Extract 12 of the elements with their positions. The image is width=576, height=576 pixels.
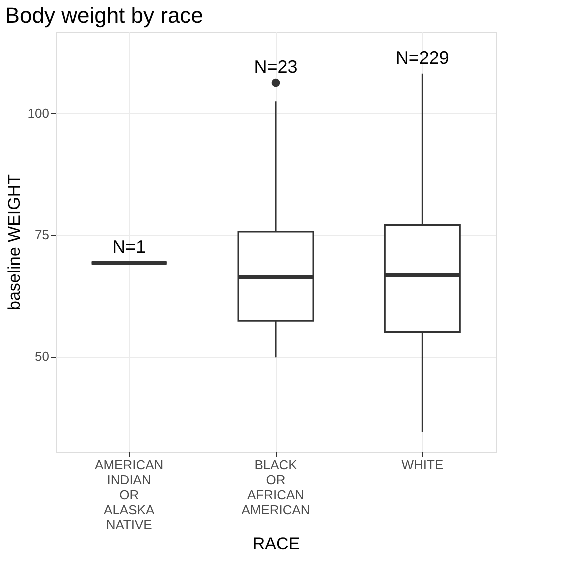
- annotation: N=229: [396, 48, 450, 68]
- x-tick-label: WHITE: [402, 458, 444, 472]
- y-axis-title: baseline WEIGHT: [4, 174, 24, 311]
- x-tick-label: AMERICAN INDIAN OR ALASKA NATIVE: [95, 458, 164, 532]
- y-tick-label: 75: [35, 227, 50, 242]
- y-tick-label: 100: [28, 106, 50, 121]
- x-axis-title: RACE: [252, 534, 300, 554]
- y-tick-label: 50: [35, 349, 50, 364]
- x-tick-label: BLACK OR AFRICAN AMERICAN: [242, 458, 310, 518]
- chart-title: Body weight by race: [5, 3, 204, 28]
- annotation: N=23: [254, 57, 298, 78]
- annotation: N=1: [112, 237, 146, 258]
